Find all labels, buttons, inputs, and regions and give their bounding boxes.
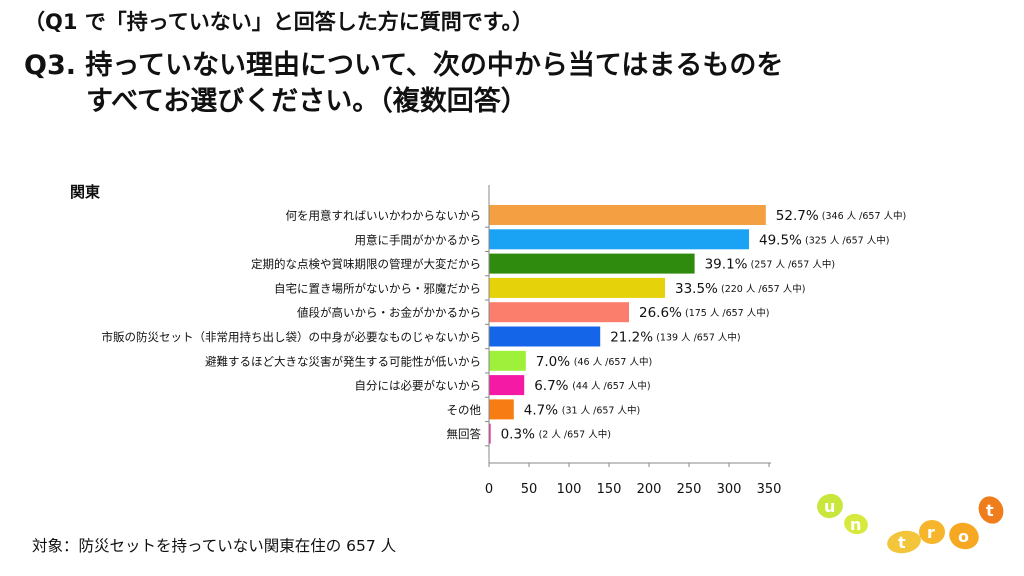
count-label-1: (325 人 /657 人中)	[805, 234, 889, 246]
bar-4	[489, 302, 629, 323]
category-label-7: 自分には必要がないから	[355, 379, 482, 393]
logo-letter-t: t	[898, 533, 906, 552]
x-tick-label-6: 300	[717, 482, 742, 497]
count-label-2: (257 人 /657 人中)	[751, 259, 835, 271]
logo-blob-n	[844, 513, 868, 535]
percent-label-2: 39.1%	[705, 257, 748, 273]
count-label-7: (44 人 /657 人中)	[572, 380, 650, 392]
untrot-logo: u n t r o t	[817, 493, 1004, 554]
sub-heading: （Q1 で「持っていない」と回答した方に質問です。）	[24, 10, 534, 34]
count-label-5: (139 人 /657 人中)	[656, 332, 740, 344]
logo-blob-t	[887, 530, 921, 554]
category-label-6: 避難するほど大きな災害が発生する可能性が低いから	[205, 354, 481, 368]
count-label-3: (220 人 /657 人中)	[721, 283, 805, 295]
category-label-5: 市販の防災セット（非常用持ち出し袋）の中身が必要なものじゃないから	[102, 330, 482, 344]
percent-label-7: 6.7%	[534, 378, 568, 394]
logo-blob-t2	[978, 496, 1004, 524]
x-tick-label-7: 350	[757, 482, 782, 497]
count-label-4: (175 人 /657 人中)	[685, 307, 769, 319]
bar-3	[489, 277, 665, 298]
logo-letter-u: u	[824, 497, 835, 516]
percent-label-9: 0.3%	[501, 427, 535, 443]
logo-blob-o	[949, 522, 979, 550]
x-tick-label-5: 250	[677, 482, 702, 497]
x-tick-label-3: 150	[597, 482, 622, 497]
logo-letter-r: r	[927, 523, 935, 542]
bar-9	[489, 423, 491, 444]
count-label-8: (31 人 /657 人中)	[562, 404, 640, 416]
percent-label-0: 52.7%	[776, 208, 819, 224]
logo-letter-n: n	[850, 515, 861, 534]
percent-label-1: 49.5%	[759, 232, 802, 248]
x-tick-label-1: 50	[521, 482, 538, 497]
percent-label-4: 26.6%	[639, 305, 682, 321]
category-label-0: 何を用意すればいいかわからないから	[286, 209, 482, 223]
percent-label-3: 33.5%	[675, 281, 718, 297]
logo-letter-t2: t	[986, 501, 994, 520]
percent-label-5: 21.2%	[610, 330, 653, 346]
x-tick-label-0: 0	[485, 482, 493, 497]
bar-1	[489, 229, 749, 250]
logo-blob-u	[817, 493, 843, 519]
question-heading: Q3. 持っていない理由について、次の中から当てはまるものを すべてお選びくださ…	[24, 48, 783, 120]
category-label-4: 値段が高いから・お金がかかるから	[297, 306, 481, 320]
count-label-9: (2 人 /657 人中)	[539, 429, 611, 441]
logo-letter-o: o	[958, 527, 969, 546]
count-label-6: (46 人 /657 人中)	[574, 356, 652, 368]
category-label-9: 無回答	[447, 427, 482, 441]
chart-title: 関東	[70, 183, 100, 201]
category-label-8: その他	[447, 403, 482, 417]
bar-6	[489, 350, 526, 371]
question-line-1: Q3. 持っていない理由について、次の中から当てはまるものを	[24, 50, 784, 81]
logo-blob-r	[919, 520, 945, 544]
target-note: 対象：防災セットを持っていない関東在住の 657 人	[32, 537, 397, 555]
x-tick-label-2: 100	[557, 482, 582, 497]
bar-2	[489, 253, 695, 274]
bar-0	[489, 205, 766, 225]
count-label-0: (346 人 /657 人中)	[822, 210, 906, 222]
percent-label-8: 4.7%	[524, 402, 558, 418]
bar-8	[489, 399, 514, 420]
x-tick-label-4: 200	[637, 482, 662, 497]
question-line-2: すべてお選びください。（複数回答）	[86, 86, 528, 117]
percent-label-6: 7.0%	[536, 354, 570, 370]
category-label-3: 自宅に置き場所がないから・邪魔だから	[274, 281, 481, 295]
category-label-2: 定期的な点検や賞味期限の管理が大変だから	[251, 257, 481, 271]
bar-7	[489, 375, 525, 396]
category-label-1: 用意に手間がかかるから	[355, 233, 482, 247]
bar-5	[489, 326, 601, 347]
